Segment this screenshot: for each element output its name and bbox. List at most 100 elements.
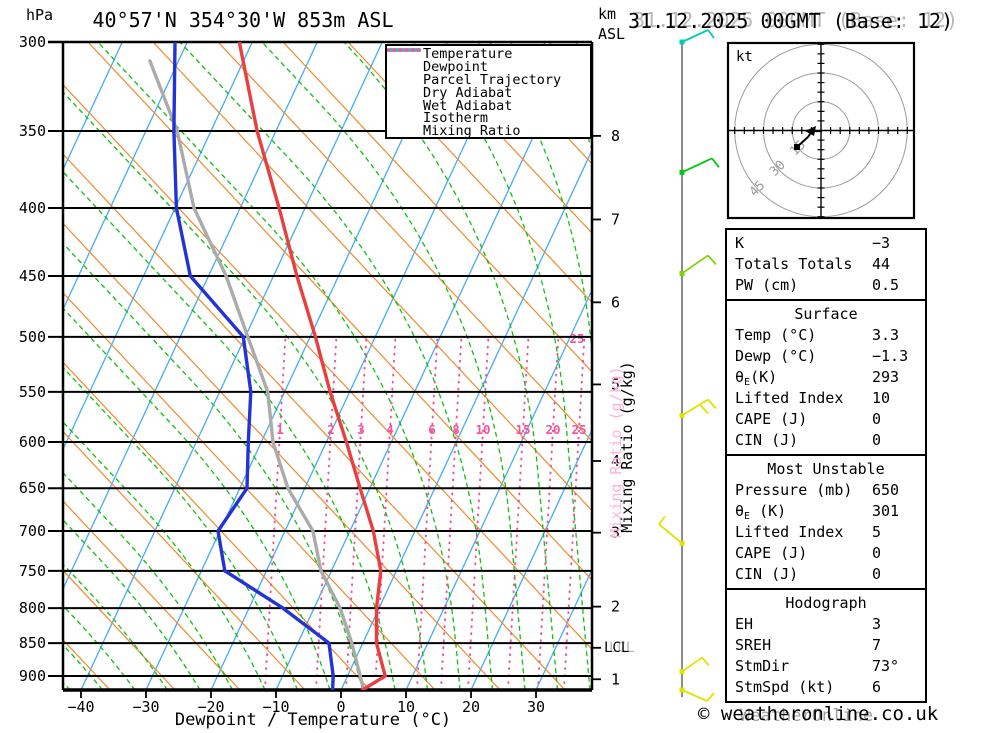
svg-text:350: 350 (19, 122, 46, 140)
stat-value: 5 (872, 523, 882, 541)
stat-value: 0 (872, 431, 882, 449)
table-row: Totals Totals 44 (727, 254, 925, 275)
altitude-ticks: 1 2 3 4 5 6 7 8 (592, 127, 620, 688)
svg-text:1: 1 (611, 670, 620, 688)
stat-label: K (735, 234, 745, 252)
stat-label: CIN (J) (735, 565, 799, 583)
legend-label: Dry Adiabat (423, 84, 513, 101)
svg-text:6: 6 (611, 293, 620, 311)
svg-text:0: 0 (336, 698, 345, 716)
svg-text:450: 450 (19, 267, 46, 285)
pressure-lines (48, 40, 594, 692)
svg-text:400: 400 (19, 199, 46, 217)
watermark: WeatherOnline © weatheronline.co.uk (698, 703, 939, 726)
svg-text:20: 20 (462, 698, 480, 716)
mixing-ratio-lines (263, 336, 586, 690)
legend-label: Mixing Ratio (423, 123, 521, 140)
svg-text:800: 800 (19, 599, 46, 617)
svg-text:25: 25 (569, 331, 584, 346)
stat-value: 0 (872, 410, 882, 428)
valid-datetime-title: 31.12.2025 00GMT (Base: 12) (628, 9, 954, 33)
svg-text:850: 850 (19, 634, 46, 652)
stat-label: StmSpd (kt) (735, 678, 835, 696)
table-row: Lifted Index 5 (727, 522, 925, 543)
svg-text:2: 2 (611, 598, 620, 616)
legend-item: Mixing Ratio (387, 48, 590, 140)
wind-barb-column (658, 29, 720, 702)
table-row: StmSpd (kt) 6 (727, 677, 925, 698)
svg-text:10: 10 (397, 698, 415, 716)
svg-text:30: 30 (527, 698, 545, 716)
table-row: θE (K) 301 (727, 501, 925, 522)
svg-text:900: 900 (19, 667, 46, 685)
stat-label: CAPE (J) (735, 410, 808, 428)
svg-text:4: 4 (611, 452, 620, 470)
most-unstable-section: Most Unstable Pressure (mb) 650 θE (K) 301 Li… (725, 454, 927, 590)
table-row: CAPE (J) 0 (727, 409, 925, 430)
svg-text:8: 8 (452, 422, 460, 437)
parcel-trajectory-curve (148, 59, 366, 690)
stat-label: Dewp (°C) (735, 347, 817, 365)
stat-value: 650 (872, 481, 900, 499)
svg-text:500: 500 (19, 328, 46, 346)
svg-text:650: 650 (19, 479, 46, 497)
svg-text:20: 20 (545, 422, 560, 437)
station-title: 40°57'N 354°30'W 853m ASL (92, 8, 394, 32)
surface-section: Surface Temp (°C) 3.3 Dewp (°C) −1.3 θE(K) 293… (725, 299, 927, 456)
stat-label: CIN (J) (735, 431, 799, 449)
stat-value: 10 (872, 389, 891, 407)
stat-value: 44 (872, 255, 891, 273)
watermark-text: © weatheronline.co.uk (698, 703, 939, 725)
hodograph-stats-section-title: Hodograph (785, 594, 867, 612)
temperature-axis-title: Dewpoint / Temperature (°C) (174, 710, 452, 730)
legend-label: Wet Adiabat (423, 97, 513, 114)
stat-label: PW (cm) (735, 276, 799, 294)
svg-text:2: 2 (327, 422, 335, 437)
svg-text:5: 5 (611, 375, 620, 393)
svg-text:3: 3 (611, 524, 620, 542)
svg-text:300: 300 (19, 33, 46, 51)
stat-value: 7 (872, 636, 882, 654)
legend: Temperature Dewpoint Parcel Trajectory Dry … (385, 44, 592, 139)
table-row: Temp (°C) 3.3 (727, 325, 925, 346)
svg-text:−20: −20 (197, 698, 224, 716)
legend-label: Isotherm (423, 110, 489, 127)
table-row: CIN (J) 0 (727, 564, 925, 585)
table-row: Lifted Index 10 (727, 388, 925, 409)
mixing-ratio-axis-title: Mixing Ratio (g/kg) (618, 361, 636, 533)
wet-adiabats (63, 42, 592, 690)
table-row: Dewp (°C) −1.3 (727, 346, 925, 367)
table-row: EH 3 (727, 614, 925, 635)
stability-stats-section: K −3 Totals Totals 44 PW (cm) 0.5 (725, 228, 927, 301)
stat-value: 293 (872, 368, 900, 386)
surface-section-title: Surface (794, 305, 858, 323)
stat-value: 73° (872, 657, 900, 675)
table-row: PW (cm) 0.5 (727, 275, 925, 296)
svg-text:7: 7 (611, 210, 620, 228)
temperature-curve (237, 42, 387, 690)
stat-label: StmDir (735, 657, 790, 675)
stat-value: −1.3 (872, 347, 909, 365)
stat-value: −3 (872, 234, 891, 252)
svg-text:3: 3 (357, 422, 365, 437)
stat-label: CAPE (J) (735, 544, 808, 562)
stat-label: Totals Totals (735, 255, 853, 273)
stat-value: 0.5 (872, 276, 900, 294)
stat-value: 3.3 (872, 326, 900, 344)
stat-label: θE (K) (735, 502, 787, 522)
svg-text:700: 700 (19, 522, 46, 540)
svg-text:550: 550 (19, 383, 46, 401)
stat-label: Temp (°C) (735, 326, 817, 344)
svg-text:10: 10 (475, 422, 490, 437)
mixing-ratio-labels: 1 2 3 4 6 8 10 15 20 25 25 (276, 331, 586, 437)
dewpoint-curve (172, 42, 335, 690)
stat-value: 0 (872, 565, 882, 583)
svg-text:750: 750 (19, 562, 46, 580)
lcl-marker-label: LCL (604, 640, 630, 656)
stat-value: 6 (872, 678, 882, 696)
stat-label: Pressure (mb) (735, 481, 853, 499)
svg-text:600: 600 (19, 433, 46, 451)
indices-panel: K −3 Totals Totals 44 PW (cm) 0.5 Surface Temp … (725, 228, 927, 703)
svg-text:6: 6 (428, 422, 436, 437)
stat-value: 301 (872, 502, 900, 520)
